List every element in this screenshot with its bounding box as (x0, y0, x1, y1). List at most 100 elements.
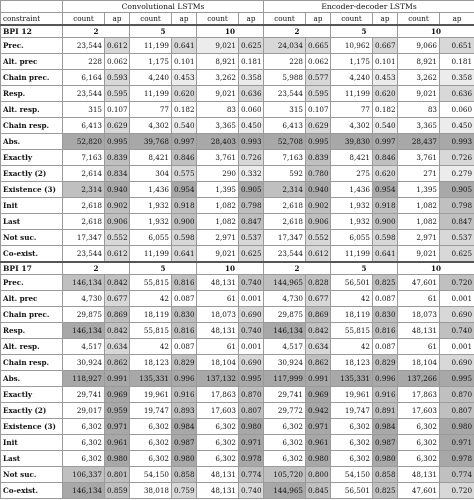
ap-cell: 0.740 (238, 322, 264, 339)
count-cell: 55,815 (330, 322, 373, 339)
count-cell: 117,999 (263, 370, 306, 387)
ap-cell: 0.847 (438, 213, 474, 230)
table-row: Chain prec. 6,164 0.593 4,240 0.453 3,262 0.35… (0, 69, 474, 86)
count-cell: 106,337 (62, 466, 105, 483)
ap-cell: 0.842 (104, 322, 130, 339)
count-cell: 6,302 (397, 450, 440, 467)
count-cell: 52,820 (62, 133, 105, 150)
count-cell: 48,131 (196, 274, 239, 291)
ap-cell: 0.905 (438, 181, 474, 198)
count-cell: 39,830 (330, 133, 373, 150)
table-row: Alt. resp. 4,517 0.634 42 0.087 61 0.001 4,517 0… (0, 338, 474, 355)
ap-cell: 0.978 (238, 450, 264, 467)
ap-cell: 0.980 (238, 418, 264, 435)
ap-cell: 0.995 (104, 133, 130, 150)
count-cell: 271 (397, 165, 440, 182)
ap-cell: 0.825 (372, 482, 398, 499)
ap-cell: 0.677 (305, 290, 331, 307)
ap-cell: 0.634 (305, 338, 331, 355)
ap-cell: 0.726 (438, 149, 474, 166)
ap-cell: 0.620 (171, 85, 197, 102)
count-cell: 48,131 (196, 482, 239, 499)
count-cell: 6,302 (263, 450, 306, 467)
k-value: 10 (196, 24, 264, 38)
count-cell: 19,961 (330, 386, 373, 403)
ap-cell: 0.902 (305, 197, 331, 214)
count-cell: 83 (397, 101, 440, 118)
ap-cell: 0.842 (305, 322, 331, 339)
col-header-ap: ap (438, 12, 474, 26)
k-value: 5 (330, 24, 398, 38)
table-row: Alt. resp. 315 0.107 77 0.182 83 0.060 315 0.107… (0, 101, 474, 118)
constraint-name: Co-exist. (0, 482, 63, 499)
col-header-count: count (62, 12, 105, 26)
constraint-name: Chain prec. (0, 69, 63, 86)
count-cell: 4,240 (129, 69, 172, 86)
section-header-row: BPI 17 2 5 10 2 5 10 (0, 261, 474, 275)
count-cell: 6,302 (397, 418, 440, 435)
ap-cell: 0.577 (305, 69, 331, 86)
constraint-name: Init (0, 197, 63, 214)
constraint-name: Exactly (0, 149, 63, 166)
ap-cell: 0.828 (305, 274, 331, 291)
ap-cell: 0.918 (171, 197, 197, 214)
ap-cell: 0.900 (171, 213, 197, 230)
ap-cell: 0.181 (238, 53, 264, 70)
ap-cell: 0.995 (305, 133, 331, 150)
count-cell: 304 (129, 165, 172, 182)
ap-cell: 0.759 (171, 482, 197, 499)
ap-cell: 0.870 (438, 386, 474, 403)
ap-cell: 0.916 (171, 386, 197, 403)
table-row: Chain resp. 6,413 0.629 4,302 0.540 3,365 0.45… (0, 117, 474, 134)
count-cell: 6,413 (62, 117, 105, 134)
col-header-count: count (397, 12, 440, 26)
count-cell: 18,119 (129, 306, 172, 323)
ap-cell: 0.629 (305, 117, 331, 134)
count-cell: 1,395 (196, 181, 239, 198)
count-cell: 29,772 (263, 402, 306, 419)
col-header-count: count (263, 12, 306, 26)
ap-cell: 0.862 (305, 354, 331, 371)
table-row: Abs. 52,820 0.995 39,768 0.997 28,403 0.993 52,… (0, 133, 474, 150)
constraint-name: Init (0, 434, 63, 451)
count-cell: 290 (196, 165, 239, 182)
count-cell: 6,302 (263, 434, 306, 451)
count-cell: 1,932 (129, 213, 172, 230)
count-cell: 105,720 (263, 466, 306, 483)
ap-cell: 0.625 (238, 245, 264, 263)
ap-cell: 0.980 (104, 450, 130, 467)
ap-cell: 0.996 (171, 370, 197, 387)
constraint-name: Prec. (0, 274, 63, 291)
ap-cell: 0.450 (438, 117, 474, 134)
count-cell: 10,962 (330, 37, 373, 54)
ap-cell: 0.940 (104, 181, 130, 198)
ap-cell: 0.641 (171, 37, 197, 54)
constraint-name: Resp. (0, 85, 63, 102)
count-cell: 6,302 (129, 418, 172, 435)
ap-cell: 0.087 (171, 290, 197, 307)
count-cell: 9,066 (397, 37, 440, 54)
ap-cell: 0.997 (372, 133, 398, 150)
ap-cell: 0.062 (104, 53, 130, 70)
ap-cell: 0.634 (104, 338, 130, 355)
ap-cell: 0.001 (238, 290, 264, 307)
ap-cell: 0.846 (372, 149, 398, 166)
ap-cell: 0.993 (238, 133, 264, 150)
ap-cell: 0.905 (238, 181, 264, 198)
count-cell: 2,971 (397, 229, 440, 246)
count-cell: 52,708 (263, 133, 306, 150)
count-cell: 17,603 (196, 402, 239, 419)
ap-cell: 0.062 (305, 53, 331, 70)
ap-cell: 0.087 (171, 338, 197, 355)
constraint-name: Alt. resp. (0, 101, 63, 118)
count-cell: 146,134 (62, 322, 105, 339)
count-cell: 6,302 (330, 434, 373, 451)
ap-cell: 0.620 (372, 165, 398, 182)
group-header-convolutional: Convolutional LSTMs (62, 0, 264, 13)
count-cell: 4,517 (263, 338, 306, 355)
count-cell: 29,741 (263, 386, 306, 403)
count-cell: 144,965 (263, 274, 306, 291)
count-cell: 3,262 (196, 69, 239, 86)
count-cell: 3,365 (397, 117, 440, 134)
ap-cell: 0.807 (438, 402, 474, 419)
